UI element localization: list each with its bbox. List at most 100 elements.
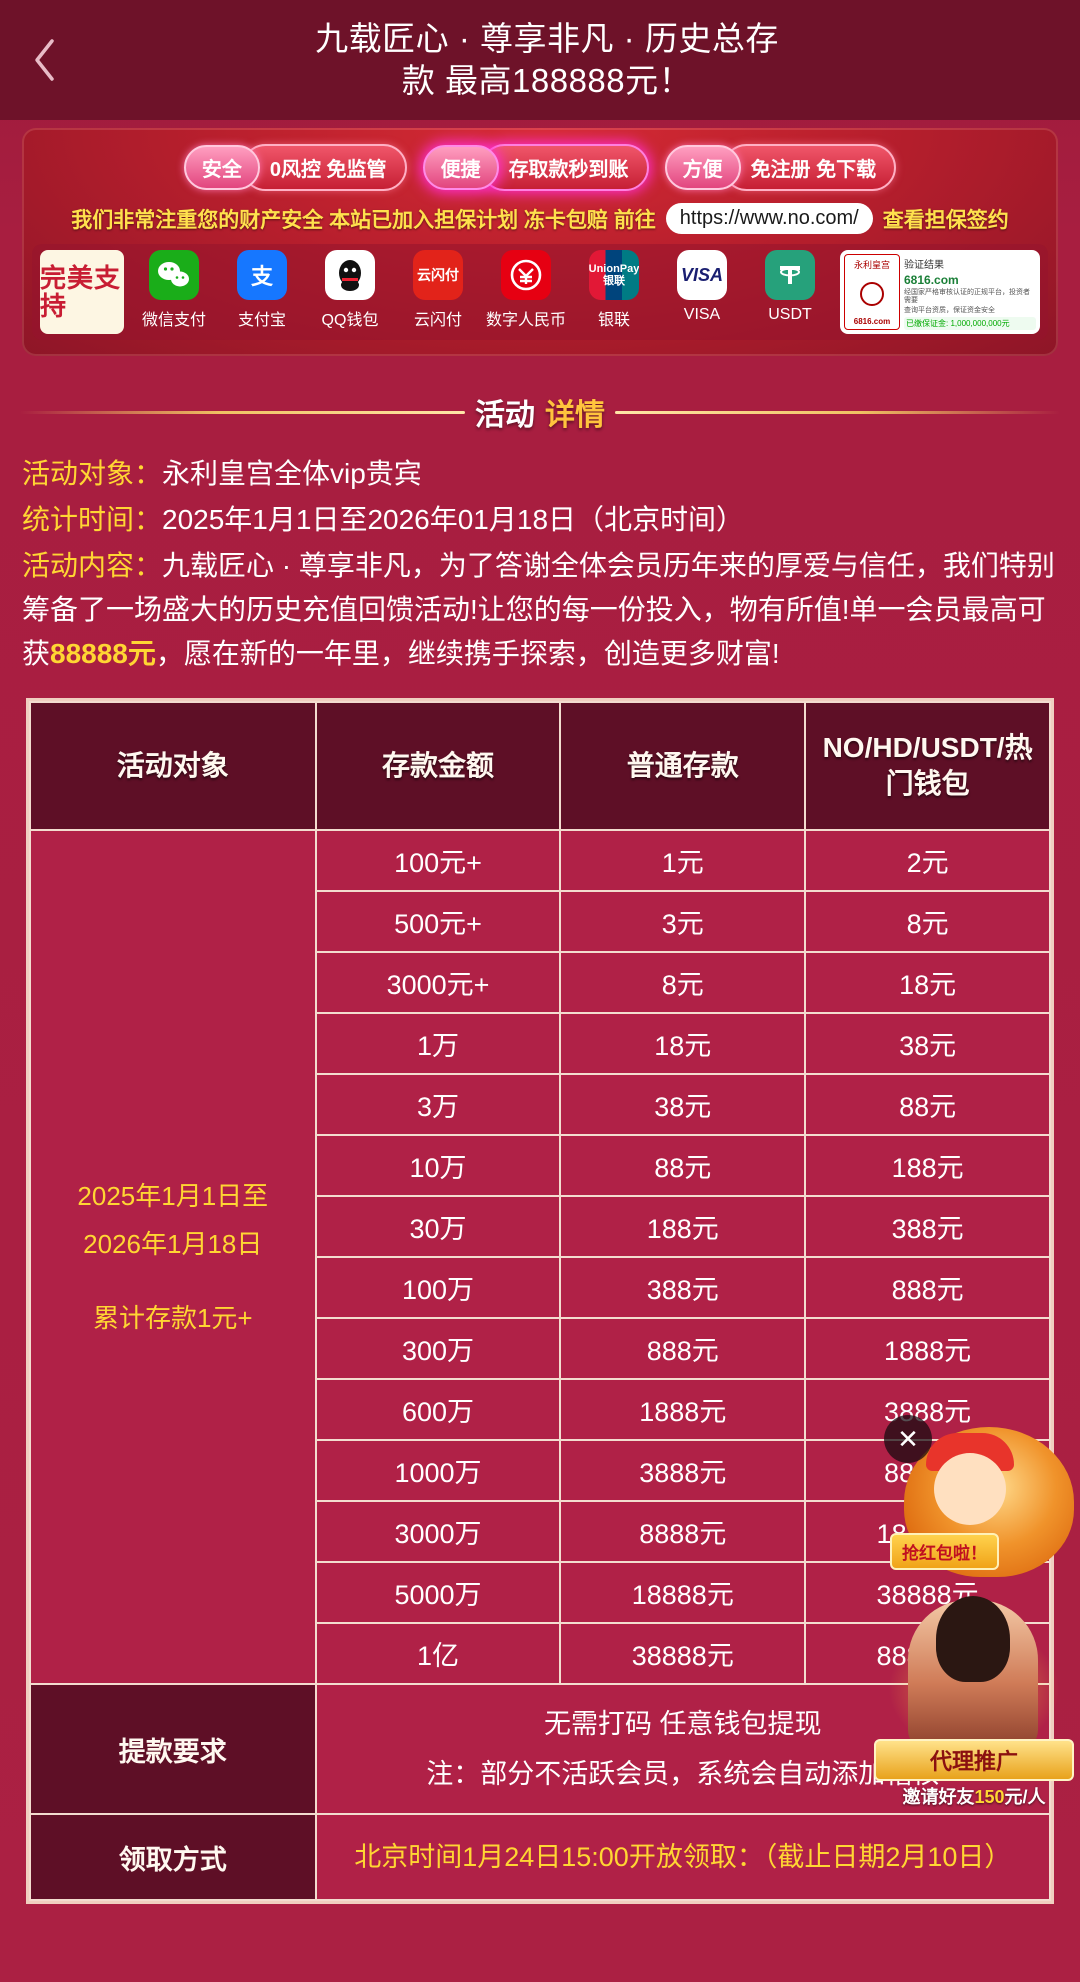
payment-item-qq[interactable]: QQ钱包 [316, 250, 384, 330]
payment-label: QQ钱包 [321, 312, 379, 329]
table-header-wallet: NO/HD/USDT/热门钱包 [804, 701, 1051, 831]
pill-body-label: 0风控 免监管 [241, 144, 407, 191]
feature-pill-safe: 安全 0风控 免监管 [183, 144, 407, 191]
agent-hair [936, 1596, 1010, 1682]
agent-sub-suffix: 元/人 [1004, 1787, 1046, 1807]
payment-item-wechat[interactable]: 微信支付 [140, 250, 208, 330]
payment-item-unionpay[interactable]: UnionPay 银联 银联 [580, 250, 648, 330]
table-cell-wallet: 388元 [804, 1195, 1051, 1258]
section-divider: 活动 详情 [20, 390, 1060, 434]
table-cell-wallet: 1888元 [804, 1317, 1051, 1380]
table-cell-amount: 30万 [314, 1195, 562, 1258]
verification-result-title: 验证结果 [904, 260, 944, 271]
table-row: 300万 888元 1888元 [30, 1317, 1051, 1380]
activity-description: 活动对象：永利皇宫全体vip贵宾 统计时间：2025年1月1日至2026年01月… [0, 452, 1080, 676]
feature-pill-row: 安全 0风控 免监管 便捷 存取款秒到账 方便 免注册 免下载 [32, 138, 1048, 201]
table-cell-normal: 1元 [559, 829, 807, 892]
merged-line-1: 2025年1月1日至 [77, 1181, 269, 1211]
table-cell-wallet: 18元 [804, 951, 1051, 1014]
pill-body-label: 免注册 免下载 [722, 144, 897, 191]
agent-sub-prefix: 邀请好友 [902, 1787, 975, 1807]
table-cell-amount: 1亿 [314, 1622, 562, 1685]
table-cell-amount: 5000万 [314, 1561, 562, 1624]
desc-label-target: 活动对象： [22, 458, 163, 489]
visa-icon: VISA [677, 250, 727, 300]
payment-item-usdt[interactable]: USDT [756, 250, 824, 324]
verification-deposit-badge: 已缴保证金: 1,000,000,000元 [904, 317, 1036, 330]
feature-pill-fast: 便捷 存取款秒到账 [422, 144, 649, 191]
table-cell-wallet: 88元 [804, 1073, 1051, 1136]
divider-line-left [20, 410, 465, 414]
payment-label: USDT [768, 306, 812, 323]
feature-pill-convenient: 方便 免注册 免下载 [664, 144, 897, 191]
guarantee-row: 我们非常注重您的财产安全 本站已加入担保计划 冻卡包赔 前往 https://w… [32, 201, 1048, 244]
table-cell-normal: 3元 [559, 890, 807, 953]
table-cell-normal: 888元 [559, 1317, 807, 1380]
payment-label: 数字人民币 [486, 312, 567, 329]
payment-label: 云闪付 [413, 312, 462, 329]
payment-item-visa[interactable]: VISA VISA [668, 250, 736, 324]
seal-domain: 6816.com [853, 317, 891, 326]
table-row: 3万 38元 88元 [30, 1073, 1051, 1136]
pill-tag-label: 方便 [664, 145, 741, 190]
table-cell-amount: 1000万 [314, 1439, 562, 1502]
table-row: 30万 188元 388元 [30, 1195, 1051, 1258]
back-button[interactable] [18, 30, 72, 90]
table-cell-normal: 388元 [559, 1256, 807, 1319]
guarantee-link-label[interactable]: 查看担保签约 [882, 208, 1009, 232]
table-cell-normal: 38888元 [559, 1622, 807, 1685]
desc-value-content-a: 九载匠心 · 尊享非凡，为了答谢全体会员历年来的厚爱与信任，我们特别筹备了一场盛… [22, 550, 1055, 669]
agent-banner-label[interactable]: 代理推广 [874, 1739, 1074, 1781]
desc-highlight-amount: 88888元 [50, 638, 156, 669]
alipay-icon: 支 [237, 250, 287, 300]
table-row: 2025年1月1日至 2026年1月18日 累计存款1元+ 100元+ 1元 2元 [29, 829, 1051, 1685]
table-cell-normal: 8888元 [559, 1500, 807, 1563]
pill-body-label: 存取款秒到账 [480, 144, 649, 191]
usdt-icon [765, 250, 815, 300]
hongbao-floating-widget[interactable]: ✕ 抢红包啦！ [884, 1415, 1074, 1580]
promo-banner: 安全 0风控 免监管 便捷 存取款秒到账 方便 免注册 免下载 我们非常注重您的… [22, 128, 1058, 356]
page-header: 九载匠心 · 尊享非凡 · 历史总存 款 最高188888元！ [0, 0, 1080, 120]
table-cell-claim-label: 领取方式 [29, 1813, 317, 1901]
verification-details: 验证结果 6816.com 经国家严格审核认证的正规平台，投资者需要 查询平台资… [904, 254, 1036, 330]
desc-label-period: 统计时间： [22, 504, 163, 535]
payment-item-alipay[interactable]: 支 支付宝 [228, 250, 296, 330]
seal-icon [860, 282, 884, 306]
guarantee-url-chip[interactable]: https://www.no.com/ [665, 203, 873, 234]
verification-card[interactable]: 永利皇宫 6816.com 验证结果 6816.com 经国家严格审核认证的正规… [840, 250, 1040, 334]
table-cell-amount: 3000万 [314, 1500, 562, 1563]
payment-label: 微信支付 [141, 312, 206, 329]
table-cell-claim-text: 北京时间1月24日15:00开放领取：（截止日期2月10日） [314, 1813, 1052, 1901]
withdraw-line-1: 无需打码 任意钱包提现 [544, 1709, 822, 1739]
table-cell-amount: 500元+ [314, 890, 562, 953]
agent-sub-label: 邀请好友150元/人 [874, 1783, 1074, 1809]
table-row: 1万 18元 38元 [30, 1012, 1051, 1075]
table-header-normal: 普通存款 [559, 701, 807, 831]
table-row: 100万 388元 888元 [30, 1256, 1051, 1319]
perfect-support-label: 完美支持 [40, 263, 122, 321]
table-cell-normal: 38元 [559, 1073, 807, 1136]
table-header-target: 活动对象 [29, 701, 317, 831]
table-cell-normal: 1888元 [559, 1378, 807, 1441]
agent-promo-floating-widget[interactable]: 代理推广 邀请好友150元/人 [874, 1596, 1074, 1815]
divider-line-right [615, 410, 1060, 414]
close-icon[interactable]: ✕ [884, 1415, 932, 1463]
table-cell-amount: 1万 [314, 1012, 562, 1075]
hongbao-character [904, 1427, 1074, 1577]
table-cell-wallet: 888元 [804, 1256, 1051, 1319]
payment-item-digital-rmb[interactable]: 数字人民币 [486, 250, 566, 330]
table-cell-amount: 600万 [314, 1378, 562, 1441]
table-cell-normal: 8元 [559, 951, 807, 1014]
desc-value-period: 2025年1月1日至2026年01月18日（北京时间） [162, 504, 745, 535]
table-header-amount: 存款金额 [314, 701, 562, 831]
payment-item-quickpass[interactable]: 云闪付 云闪付 [404, 250, 472, 330]
wechat-pay-icon [149, 250, 199, 300]
perfect-support-badge: 完美支持 [40, 250, 124, 334]
payment-strip: 完美支持 微信支付 支 支付宝 QQ钱包 [32, 244, 1048, 340]
desc-row-period: 统计时间：2025年1月1日至2026年01月18日（北京时间） [22, 498, 1058, 542]
desc-row-target: 活动对象：永利皇宫全体vip贵宾 [22, 452, 1058, 496]
table-cell-wallet: 8元 [804, 890, 1051, 953]
seal-name: 永利皇宫 [853, 260, 890, 270]
hongbao-ribbon-label[interactable]: 抢红包啦！ [890, 1533, 999, 1570]
table-cell-amount: 3万 [314, 1073, 562, 1136]
